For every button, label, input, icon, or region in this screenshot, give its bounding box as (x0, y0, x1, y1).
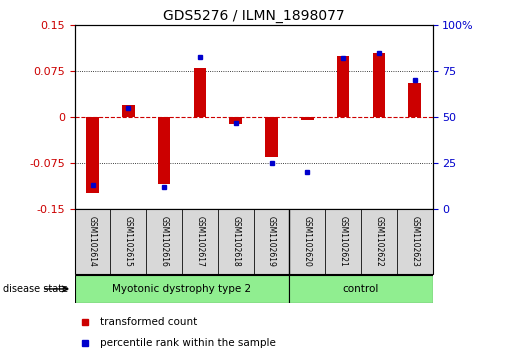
Bar (146, 209, 182, 274)
Bar (182, 209, 218, 274)
Bar (301, 117, 314, 120)
Bar (289, 209, 325, 274)
Text: GSM1102619: GSM1102619 (267, 216, 276, 267)
Bar (397, 209, 433, 274)
Bar (289, 275, 433, 303)
Text: GSM1102620: GSM1102620 (303, 216, 312, 267)
Bar (194, 68, 206, 117)
Bar (325, 209, 361, 274)
Bar (337, 56, 349, 117)
Text: disease state: disease state (3, 284, 67, 294)
Text: GSM1102618: GSM1102618 (231, 216, 240, 267)
Bar (110, 209, 146, 274)
Text: transformed count: transformed count (100, 317, 197, 327)
Title: GDS5276 / ILMN_1898077: GDS5276 / ILMN_1898077 (163, 9, 345, 23)
Bar (122, 105, 134, 117)
Bar (87, 117, 99, 193)
Text: GSM1102622: GSM1102622 (374, 216, 383, 267)
Bar (75, 209, 110, 274)
Text: GSM1102617: GSM1102617 (196, 216, 204, 267)
Bar (253, 209, 289, 274)
Text: Myotonic dystrophy type 2: Myotonic dystrophy type 2 (112, 284, 252, 294)
Bar (218, 209, 253, 274)
Text: percentile rank within the sample: percentile rank within the sample (100, 338, 276, 347)
Text: GSM1102616: GSM1102616 (160, 216, 168, 267)
Bar (408, 83, 421, 117)
Bar (265, 117, 278, 157)
Text: GSM1102623: GSM1102623 (410, 216, 419, 267)
Bar (361, 209, 397, 274)
Text: GSM1102615: GSM1102615 (124, 216, 133, 267)
Text: GSM1102621: GSM1102621 (339, 216, 348, 267)
Text: control: control (343, 284, 379, 294)
Bar (230, 117, 242, 125)
Bar (158, 117, 170, 184)
Bar (373, 53, 385, 117)
Bar (75, 275, 289, 303)
Text: GSM1102614: GSM1102614 (88, 216, 97, 267)
